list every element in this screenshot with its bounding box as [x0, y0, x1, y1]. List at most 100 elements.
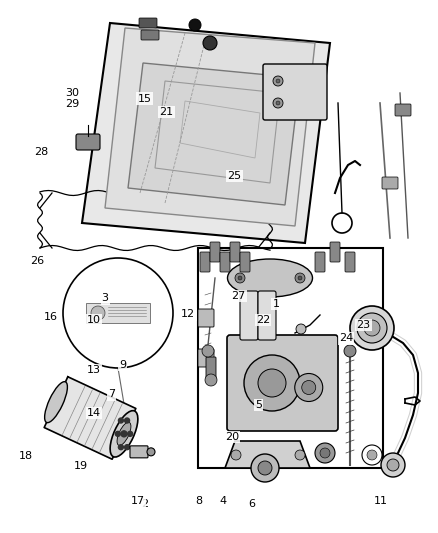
Text: 2: 2	[141, 499, 148, 508]
Text: 18: 18	[19, 451, 33, 461]
Circle shape	[381, 453, 405, 477]
Text: 19: 19	[74, 462, 88, 471]
Text: 6: 6	[248, 499, 255, 508]
Text: 22: 22	[256, 315, 270, 325]
Text: 11: 11	[374, 496, 388, 506]
Circle shape	[315, 443, 335, 463]
Circle shape	[63, 258, 173, 368]
Circle shape	[205, 374, 217, 386]
Text: 20: 20	[225, 432, 239, 442]
FancyBboxPatch shape	[263, 64, 327, 120]
Ellipse shape	[147, 448, 155, 456]
Text: 28: 28	[35, 147, 49, 157]
Circle shape	[118, 445, 124, 450]
FancyBboxPatch shape	[130, 446, 148, 458]
Text: 24: 24	[339, 334, 353, 343]
Circle shape	[276, 79, 280, 83]
Bar	[198, 248, 383, 468]
Circle shape	[387, 459, 399, 471]
Circle shape	[302, 381, 316, 394]
FancyBboxPatch shape	[141, 30, 159, 40]
Polygon shape	[225, 441, 310, 468]
FancyBboxPatch shape	[240, 252, 250, 272]
Circle shape	[127, 431, 133, 437]
Circle shape	[235, 273, 245, 283]
FancyBboxPatch shape	[76, 134, 100, 150]
Ellipse shape	[117, 422, 131, 446]
Ellipse shape	[110, 410, 138, 457]
Circle shape	[364, 320, 380, 336]
Text: 21: 21	[159, 107, 173, 117]
Circle shape	[124, 418, 130, 423]
Text: 23: 23	[357, 320, 371, 330]
Text: 5: 5	[255, 400, 262, 410]
Text: 12: 12	[181, 310, 195, 319]
Circle shape	[286, 366, 294, 374]
Circle shape	[203, 36, 217, 50]
FancyBboxPatch shape	[198, 349, 214, 367]
Text: 4: 4	[220, 496, 227, 506]
Circle shape	[231, 450, 241, 460]
Circle shape	[273, 98, 283, 108]
Circle shape	[295, 450, 305, 460]
Text: 7: 7	[108, 390, 115, 399]
Circle shape	[124, 445, 130, 450]
Circle shape	[350, 306, 394, 350]
Circle shape	[290, 379, 298, 387]
Circle shape	[295, 374, 323, 401]
Text: 17: 17	[131, 496, 145, 506]
Circle shape	[115, 431, 120, 437]
FancyBboxPatch shape	[315, 252, 325, 272]
FancyBboxPatch shape	[227, 335, 338, 431]
FancyBboxPatch shape	[330, 242, 340, 262]
Polygon shape	[44, 377, 136, 459]
FancyBboxPatch shape	[382, 177, 398, 189]
Circle shape	[246, 379, 254, 387]
Text: 30: 30	[65, 88, 79, 98]
Circle shape	[276, 101, 280, 105]
Circle shape	[357, 313, 387, 343]
Text: 14: 14	[87, 408, 101, 418]
Circle shape	[332, 213, 352, 233]
Circle shape	[121, 431, 127, 437]
Ellipse shape	[45, 382, 67, 423]
Polygon shape	[105, 28, 315, 226]
Circle shape	[202, 345, 214, 357]
Text: 13: 13	[87, 366, 101, 375]
Circle shape	[258, 461, 272, 475]
FancyBboxPatch shape	[395, 104, 411, 116]
Circle shape	[238, 276, 242, 280]
Circle shape	[251, 454, 279, 482]
Circle shape	[244, 355, 300, 411]
Circle shape	[296, 324, 306, 334]
Circle shape	[273, 76, 283, 86]
Circle shape	[261, 358, 269, 366]
Circle shape	[250, 392, 258, 400]
Circle shape	[367, 450, 377, 460]
Circle shape	[286, 392, 294, 400]
Ellipse shape	[227, 259, 312, 297]
Text: 15: 15	[138, 94, 152, 103]
Circle shape	[250, 366, 258, 374]
Circle shape	[362, 445, 382, 465]
Text: 26: 26	[30, 256, 44, 266]
Circle shape	[258, 369, 286, 397]
Text: 25: 25	[227, 171, 241, 181]
Circle shape	[275, 400, 283, 408]
FancyBboxPatch shape	[258, 291, 276, 340]
FancyBboxPatch shape	[198, 309, 214, 327]
Polygon shape	[128, 63, 300, 205]
Text: 10: 10	[87, 315, 101, 325]
FancyBboxPatch shape	[230, 242, 240, 262]
Circle shape	[91, 306, 105, 320]
FancyBboxPatch shape	[200, 252, 210, 272]
Circle shape	[298, 276, 302, 280]
Circle shape	[295, 273, 305, 283]
FancyBboxPatch shape	[240, 291, 258, 340]
Circle shape	[118, 418, 124, 423]
Text: 8: 8	[196, 496, 203, 506]
Text: 27: 27	[232, 291, 246, 301]
Circle shape	[189, 19, 201, 31]
Text: 1: 1	[272, 299, 279, 309]
Text: 9: 9	[119, 360, 126, 370]
